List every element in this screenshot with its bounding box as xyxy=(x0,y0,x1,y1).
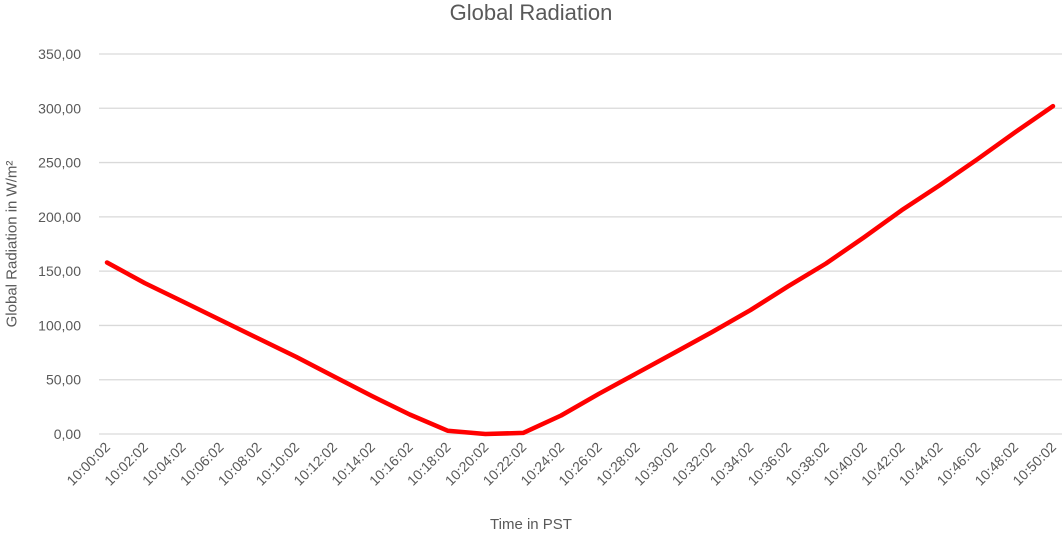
y-tick-label: 200,00 xyxy=(38,209,81,225)
gridlines xyxy=(99,53,1062,435)
y-tick-label: 0,00 xyxy=(54,426,81,442)
x-axis-label: Time in PST xyxy=(490,516,572,533)
y-tick-label: 250,00 xyxy=(38,155,81,171)
y-tick-label: 350,00 xyxy=(38,46,81,62)
y-tick-label: 150,00 xyxy=(38,263,81,279)
x-axis-ticks: 10:00:0210:02:0210:04:0210:06:0210:08:02… xyxy=(63,439,1059,489)
y-tick-label: 300,00 xyxy=(38,100,81,116)
chart-title: Global Radiation xyxy=(449,0,613,25)
series-line-global-radiation xyxy=(104,103,1056,437)
y-axis-ticks: 0,00 50,00 100,00 150,00 200,00 250,00 300,00 3… xyxy=(38,46,81,442)
y-tick-label: 100,00 xyxy=(38,317,81,333)
y-tick-label: 50,00 xyxy=(46,372,81,388)
